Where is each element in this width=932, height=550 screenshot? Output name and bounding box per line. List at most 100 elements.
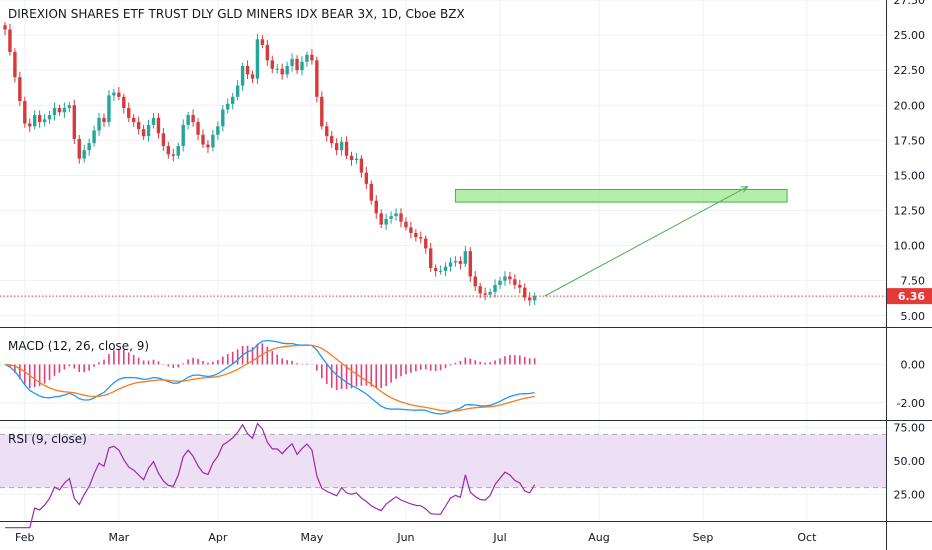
candlestick-series [3, 22, 537, 306]
target-arrow [544, 186, 748, 297]
candle-body [528, 297, 532, 301]
candle-body [67, 105, 72, 109]
candle-body [389, 216, 393, 219]
candle-body [107, 95, 111, 123]
candle-body [186, 115, 190, 125]
candle-body [136, 122, 141, 130]
signal-line [4, 344, 535, 412]
target-zone-layer [454, 188, 788, 203]
candle-body [414, 232, 418, 238]
candle-body [344, 141, 349, 156]
candle-body [374, 200, 378, 214]
price-axis-tick-label: 15.00 [894, 169, 926, 182]
candle-body [369, 183, 373, 201]
candle-body [171, 154, 175, 156]
price-axis-tick-label: 25.00 [894, 29, 926, 42]
candle-body [231, 96, 235, 104]
candle-body [379, 213, 383, 225]
rsi-axis-tick-label: 50.00 [894, 455, 926, 468]
candle-body [132, 117, 136, 123]
candle-body [92, 130, 96, 144]
macd-axis[interactable]: 0.00 -2.00 [897, 358, 925, 409]
candle-body [300, 61, 304, 71]
candle-body [211, 134, 215, 148]
macd-title: MACD (12, 26, close, 9) [8, 339, 149, 353]
candle-body [265, 44, 270, 61]
macd-lines [4, 339, 535, 415]
candle-body [285, 65, 289, 75]
candle-body [28, 123, 32, 127]
candle-body [364, 172, 369, 184]
rsi-axis-tick-label: 75.00 [894, 422, 926, 435]
candle-body [250, 74, 255, 79]
candle-body [330, 136, 334, 144]
candle-body [72, 105, 76, 139]
candle-body [438, 270, 443, 272]
price-axis[interactable]: 27.50 25.00 22.50 20.00 17.50 15.00 12.50 10.00… [887, 0, 932, 323]
price-axis-tick-label: 7.50 [901, 275, 926, 288]
candle-body [424, 238, 428, 249]
candle-body [404, 221, 408, 228]
time-axis-tick-label: Jun [396, 531, 414, 544]
time-axis[interactable]: Feb Mar Apr May Jun Jul Aug Sep Oct [15, 531, 817, 544]
candle-body [240, 65, 245, 86]
candle-body [473, 276, 477, 287]
rsi-line [5, 422, 536, 529]
candle-body [87, 143, 91, 151]
price-axis-tick-label: 27.50 [894, 0, 926, 7]
chart-title: DIREXION SHARES ETF TRUST DLY GLD MINERS… [8, 7, 465, 21]
candle-body [458, 261, 463, 264]
candle-body [18, 77, 22, 102]
time-axis-tick-label: May [301, 531, 324, 544]
candle-body [532, 296, 537, 301]
candle-body [245, 65, 250, 75]
target-arrow-head [740, 186, 749, 193]
candle-body [295, 58, 299, 71]
time-axis-tick-label: Feb [15, 531, 34, 544]
candle-body [176, 145, 180, 156]
time-axis-tick-label: Jul [492, 531, 506, 544]
candle-body [13, 51, 17, 78]
rsi-line [5, 422, 536, 529]
candle-body [488, 291, 492, 295]
candle-body [42, 119, 47, 123]
candle-body [463, 251, 468, 264]
candle-body [349, 155, 354, 160]
candle-body [33, 115, 37, 127]
candle-body [325, 126, 329, 137]
candle-body [221, 109, 225, 127]
candle-body [290, 58, 294, 66]
rsi-axis[interactable]: 75.00 50.00 25.00 [894, 422, 926, 502]
candle-body [235, 85, 240, 97]
last-price-label: 6.36 [898, 290, 925, 303]
candle-body [82, 150, 86, 159]
candle-body [23, 101, 27, 124]
candle-body [201, 134, 205, 145]
candle-body [409, 227, 413, 233]
candle-body [320, 96, 324, 127]
rsi-panel[interactable] [0, 422, 886, 529]
candle-body [161, 133, 166, 146]
price-axis-tick-label: 22.50 [894, 64, 926, 77]
candle-body [453, 261, 458, 263]
candle-body [260, 39, 265, 45]
macd-panel[interactable] [4, 339, 536, 415]
candle-body [97, 117, 101, 131]
time-axis-tick-label: Apr [208, 531, 228, 544]
candle-body [399, 213, 403, 222]
candle-body [518, 284, 522, 288]
candle-body [275, 68, 279, 70]
candle-body [52, 108, 57, 116]
rsi-band [0, 433, 886, 489]
candle-body [384, 218, 388, 225]
candle-body [181, 124, 185, 146]
rsi-title: RSI (9, close) [8, 432, 87, 446]
target-zone [454, 188, 788, 203]
price-axis-tick-label: 20.00 [894, 99, 926, 112]
candle-body [468, 251, 472, 277]
candle-body [334, 143, 339, 151]
candle-body [310, 54, 314, 61]
price-axis-tick-label: 12.50 [894, 205, 926, 218]
price-panel[interactable] [0, 22, 886, 306]
